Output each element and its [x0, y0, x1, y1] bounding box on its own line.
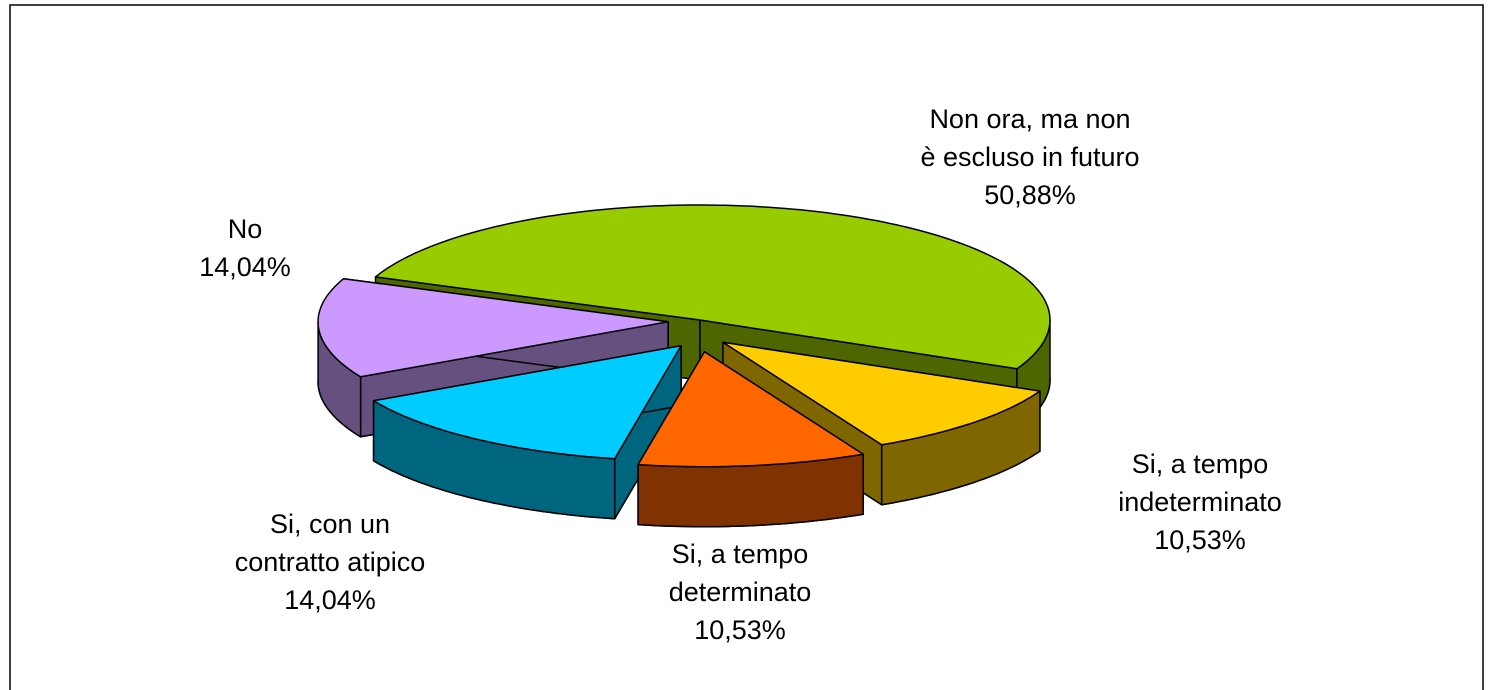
slice-top [637, 350, 864, 468]
value-label: 14,04% [284, 585, 376, 615]
category-label: Si, a tempo determinato [668, 539, 812, 607]
slice-top [372, 345, 682, 460]
pie-slice [372, 345, 682, 520]
slice-top [374, 204, 1051, 370]
data-label: Si, con un contratto atipico 14,04% [235, 505, 426, 619]
value-label: 10,53% [694, 615, 786, 645]
data-label: Non ora, ma non è escluso in futuro 50,88… [920, 100, 1139, 214]
value-label: 50,88% [984, 180, 1076, 210]
slice-top [722, 341, 1041, 446]
data-label: Si, a tempo indeterminato 10,53% [1118, 445, 1282, 559]
category-label: Si, con un contratto atipico [234, 509, 426, 577]
category-label: No [227, 214, 263, 244]
data-label: Si, a tempo determinato 10,53% [669, 535, 812, 649]
data-label: No 14,04% [199, 210, 291, 286]
category-label: Si, a tempo indeterminato [1118, 449, 1282, 517]
value-label: 10,53% [1154, 525, 1246, 555]
pie-slice [317, 277, 669, 438]
category-label: Non ora, ma non è escluso in futuro [920, 104, 1140, 172]
pie-slice [637, 350, 864, 528]
value-label: 14,04% [199, 252, 291, 282]
slice-top [317, 277, 669, 378]
